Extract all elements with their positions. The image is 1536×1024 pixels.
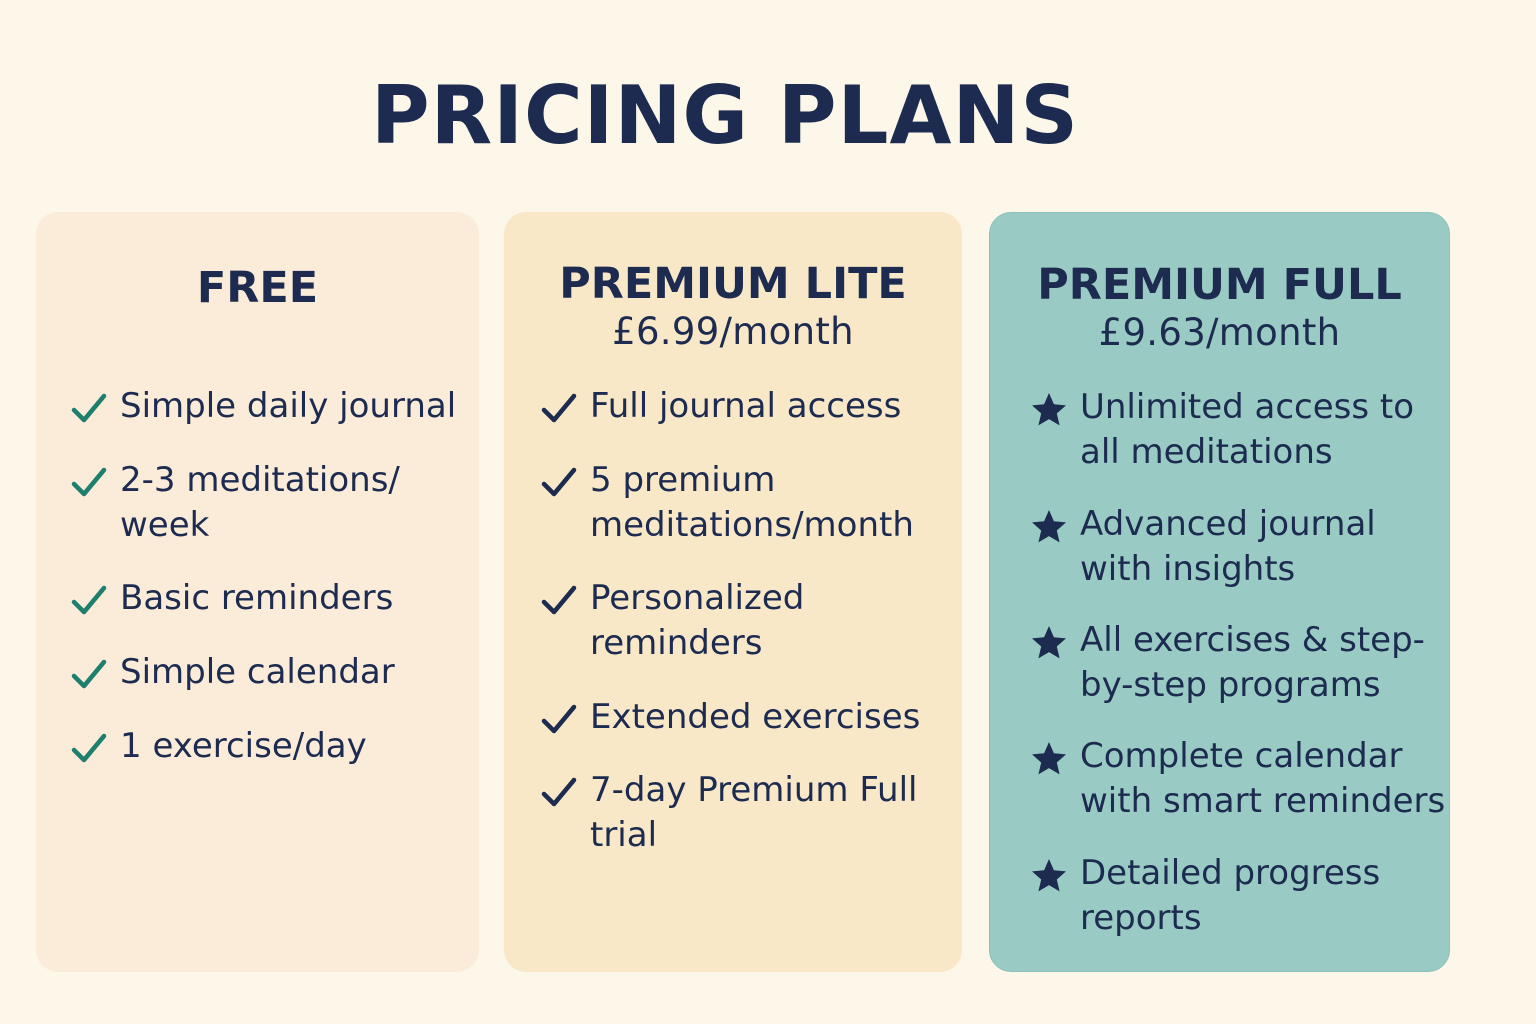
feature-text-continued: trial — [590, 815, 658, 855]
star-icon — [1032, 510, 1066, 543]
feature-text-continued: all meditations — [1080, 432, 1333, 472]
plan-card-premium-full[interactable]: PREMIUM FULL £9.63/month Unlimited acces… — [989, 212, 1450, 972]
star-icon — [1032, 393, 1066, 426]
feature-text-continued: with smart reminders — [1080, 781, 1446, 821]
feature-text: 1 exercise/day — [120, 726, 367, 766]
feature-text: 7-day Premium Full — [590, 770, 918, 810]
plan-price: £9.63/month — [1098, 311, 1341, 354]
check-icon — [541, 467, 577, 497]
check-icon — [71, 585, 107, 615]
feature-text: Detailed progress — [1080, 853, 1381, 893]
check-icon — [541, 777, 577, 807]
star-icon — [1032, 859, 1066, 892]
plan-name: PREMIUM FULL — [1037, 260, 1402, 310]
check-icon — [541, 585, 577, 615]
check-icon — [71, 393, 107, 423]
plan-card-free[interactable]: FREE Simple daily journal 2-3 meditation… — [36, 212, 479, 972]
feature-text: All exercises & step- — [1080, 620, 1425, 660]
star-icon — [1032, 742, 1066, 775]
feature-text: 2-3 meditations/ — [120, 460, 400, 500]
feature-text: Simple calendar — [120, 652, 395, 692]
feature-text: Complete calendar — [1080, 736, 1403, 776]
feature-text-continued: week — [120, 505, 210, 545]
feature-text: Personalized — [590, 578, 805, 618]
feature-text-continued: reports — [1080, 898, 1202, 938]
feature-text: 5 premium — [590, 460, 776, 500]
plan-name: FREE — [196, 263, 319, 313]
check-icon — [541, 704, 577, 734]
star-icon — [1032, 626, 1066, 659]
feature-text-continued: meditations/month — [590, 505, 914, 545]
feature-text: Basic reminders — [120, 578, 394, 618]
check-icon — [71, 659, 107, 689]
plan-name: PREMIUM LITE — [559, 259, 907, 309]
feature-text-continued: reminders — [590, 623, 763, 663]
check-icon — [541, 393, 577, 423]
plan-price: £6.99/month — [612, 310, 854, 353]
feature-text: Simple daily journal — [120, 386, 457, 426]
feature-text-continued: with insights — [1080, 549, 1296, 589]
feature-text: Extended exercises — [590, 697, 921, 737]
check-icon — [71, 733, 107, 763]
feature-text: Advanced journal — [1080, 504, 1376, 544]
feature-text: Unlimited access to — [1080, 387, 1415, 427]
plan-card-premium-lite[interactable]: PREMIUM LITE £6.99/month Full journal ac… — [504, 212, 962, 972]
page-title: PRICING PLANS — [370, 69, 1080, 162]
feature-text-continued: by-step programs — [1080, 665, 1381, 705]
check-icon — [71, 467, 107, 497]
feature-text: Full journal access — [590, 386, 902, 426]
